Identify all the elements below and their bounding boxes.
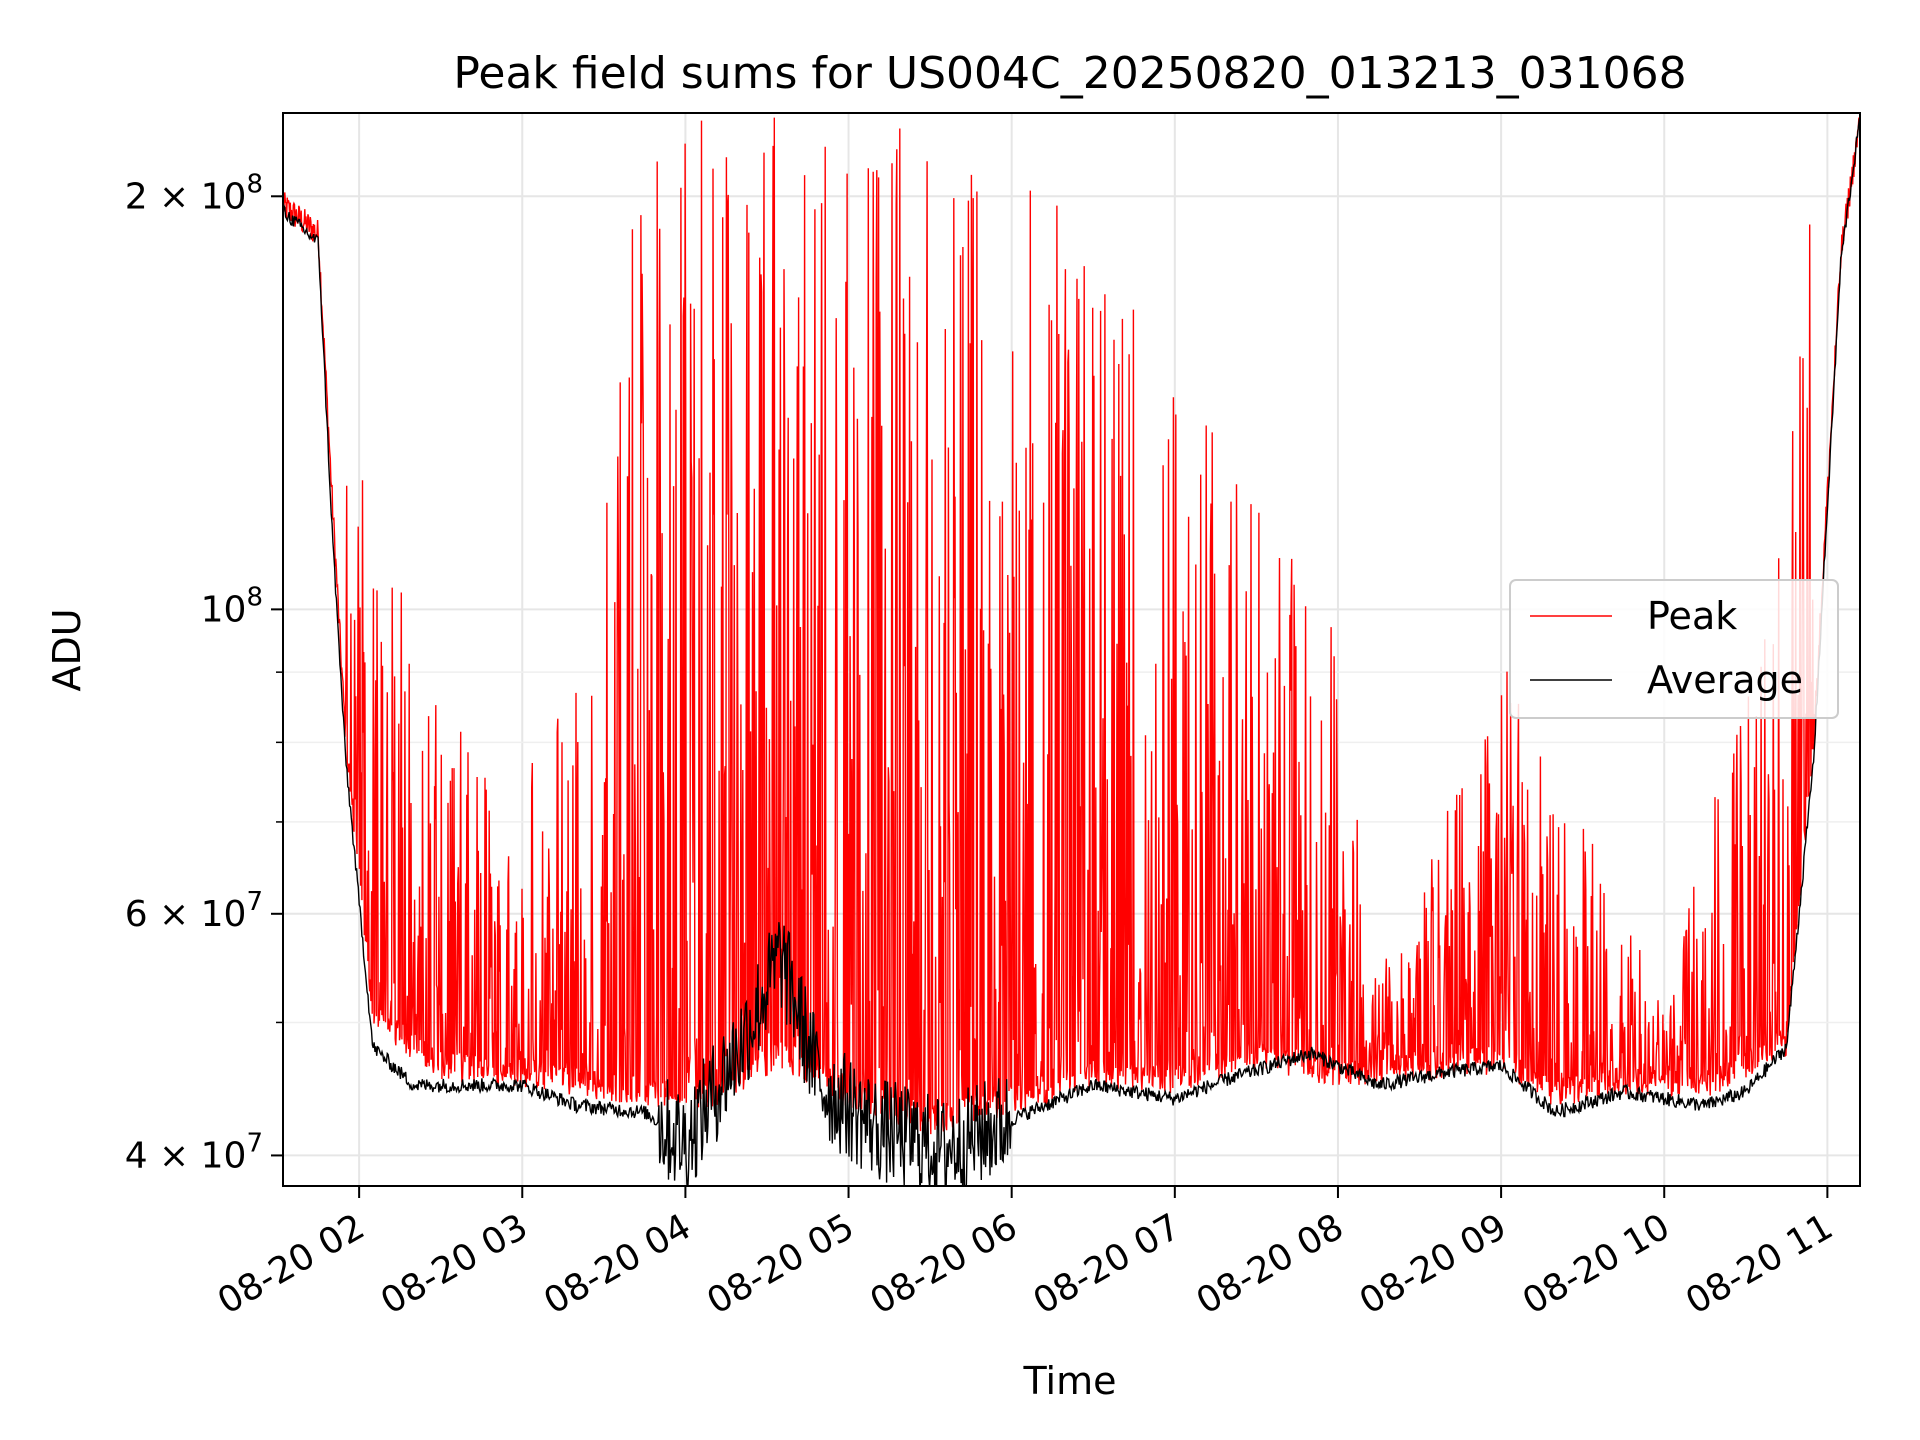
y-axis: 2 × 108 108 6 × 107 4 × 107 xyxy=(125,169,283,1176)
chart-title: Peak field sums for US004C_20250820_0132… xyxy=(453,48,1686,99)
plot-frame xyxy=(282,112,1861,1187)
peak-series-line xyxy=(283,116,1860,1135)
y-axis-label: ADU xyxy=(45,608,89,691)
y-tick-label: 108 xyxy=(201,582,263,630)
y-tick-label: 6 × 107 xyxy=(125,887,263,935)
y-tick-label: 2 × 108 xyxy=(125,169,263,217)
legend-average-label: Average xyxy=(1647,658,1803,702)
x-axis-label: Time xyxy=(1023,1359,1117,1403)
legend-peak-label: Peak xyxy=(1647,594,1737,638)
plot-area xyxy=(283,116,1860,1186)
legend: Peak Average xyxy=(1509,579,1839,719)
y-tick-label: 4 × 107 xyxy=(125,1128,263,1176)
legend-box xyxy=(1509,579,1839,719)
average-series-line xyxy=(283,118,1860,1186)
